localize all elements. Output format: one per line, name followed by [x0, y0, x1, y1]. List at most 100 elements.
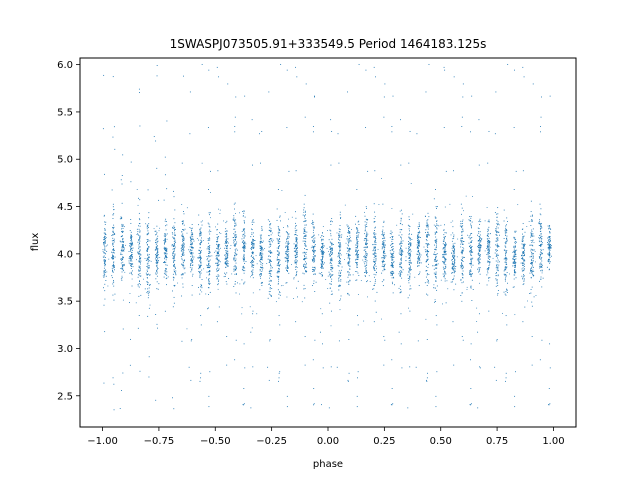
- data-point: [390, 265, 392, 267]
- data-point: [209, 252, 211, 254]
- data-point: [411, 239, 413, 240]
- data-point: [532, 257, 534, 259]
- data-point: [278, 315, 280, 317]
- data-point: [104, 270, 106, 272]
- data-point: [374, 263, 376, 265]
- data-point: [148, 246, 150, 248]
- data-point: [468, 246, 470, 248]
- data-point: [122, 250, 124, 252]
- data-point: [375, 233, 377, 235]
- data-point: [207, 260, 209, 262]
- data-point: [217, 277, 218, 279]
- data-point: [541, 243, 543, 245]
- data-point: [541, 242, 543, 244]
- data-point: [173, 256, 175, 258]
- data-point: [462, 250, 464, 252]
- data-point: [461, 253, 463, 255]
- data-point: [234, 243, 236, 245]
- data-point: [521, 275, 523, 277]
- data-point: [487, 257, 489, 259]
- data-point: [393, 272, 395, 274]
- data-point: [340, 275, 341, 277]
- data-point: [123, 264, 125, 266]
- data-point: [123, 247, 125, 249]
- data-point: [184, 267, 186, 269]
- data-point: [181, 258, 183, 260]
- data-point: [234, 270, 236, 271]
- data-point: [261, 259, 263, 261]
- data-point: [363, 320, 365, 322]
- data-point: [112, 256, 113, 258]
- data-point: [540, 116, 542, 118]
- data-point: [271, 241, 273, 243]
- data-point: [225, 232, 227, 234]
- data-point: [373, 268, 375, 270]
- data-point: [166, 257, 168, 259]
- data-point: [339, 252, 341, 254]
- data-point: [348, 272, 350, 274]
- data-point: [235, 222, 237, 224]
- data-point: [132, 263, 134, 265]
- data-point: [454, 263, 456, 265]
- data-point: [166, 248, 168, 250]
- data-point: [171, 245, 173, 247]
- data-point: [137, 327, 139, 329]
- data-point: [496, 281, 498, 283]
- data-point: [505, 315, 507, 317]
- data-point: [131, 237, 132, 239]
- data-point: [410, 269, 412, 271]
- data-point: [393, 256, 395, 258]
- data-point: [391, 240, 393, 242]
- data-point: [505, 250, 507, 252]
- data-point: [216, 229, 218, 230]
- data-point: [427, 256, 429, 258]
- data-point: [453, 252, 454, 254]
- data-point: [531, 270, 532, 272]
- data-point: [541, 266, 543, 268]
- data-point: [218, 250, 220, 252]
- data-point: [460, 251, 462, 253]
- data-point: [131, 285, 133, 287]
- data-point: [131, 254, 133, 256]
- data-point: [417, 246, 419, 247]
- data-point: [294, 230, 296, 232]
- data-point: [488, 251, 490, 253]
- data-point: [157, 251, 158, 253]
- data-point: [356, 253, 358, 255]
- data-point: [216, 252, 218, 254]
- data-point: [157, 254, 159, 256]
- data-point: [513, 255, 515, 257]
- data-point: [443, 275, 445, 277]
- data-point: [540, 251, 542, 253]
- data-point: [206, 271, 208, 273]
- data-point: [460, 223, 462, 225]
- data-point: [426, 254, 427, 256]
- data-point: [207, 253, 209, 254]
- data-point: [172, 290, 173, 292]
- data-point: [436, 231, 438, 232]
- data-point: [330, 247, 332, 249]
- data-point: [138, 240, 140, 242]
- data-point: [121, 250, 123, 252]
- data-point: [138, 228, 140, 230]
- data-point: [119, 408, 121, 409]
- data-point: [190, 242, 192, 244]
- data-point: [374, 280, 376, 282]
- data-point: [320, 250, 322, 252]
- data-point: [183, 213, 185, 215]
- data-point: [523, 235, 525, 237]
- data-point: [173, 225, 175, 227]
- data-point: [391, 265, 393, 267]
- data-point: [164, 242, 166, 244]
- data-point: [313, 269, 315, 270]
- data-point: [113, 252, 115, 254]
- data-point: [321, 247, 322, 248]
- data-point: [277, 231, 279, 233]
- data-point: [428, 243, 430, 245]
- data-point: [452, 259, 453, 260]
- data-point: [495, 249, 497, 251]
- data-point: [347, 263, 349, 265]
- data-point: [496, 219, 498, 221]
- data-point: [461, 213, 462, 215]
- data-point: [479, 241, 481, 243]
